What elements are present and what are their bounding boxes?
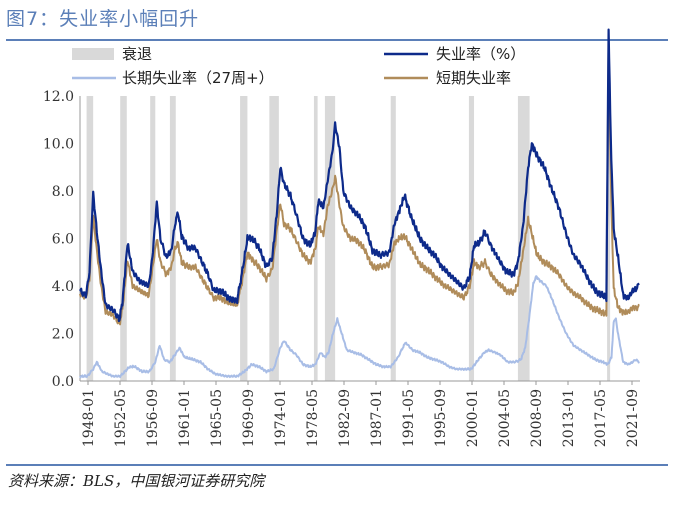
source-note: 资料来源：BLS，中国银河证券研究院 [8,472,265,490]
recession-band-0 [86,96,94,381]
legend-swatch-recession [72,48,114,60]
figure-title: 图7：失业率小幅回升 [6,8,200,30]
x-tick-label: 1974-01 [273,389,289,447]
y-tick-label: 2.0 [52,327,74,343]
x-tick-label: 2021-09 [625,389,641,447]
series-lines [79,28,640,379]
x-tick-label: 1948-01 [81,389,97,447]
x-tick-label: 1956-09 [145,389,161,447]
x-tick-label: 2004-05 [497,389,513,447]
recession-band-10 [517,96,530,381]
legend: 衰退 失业率（%） 长期失业率（27周+） 短期失业率 [72,45,525,87]
y-tick-label: 0.0 [52,374,74,390]
legend-label-long-term: 长期失业率（27周+） [122,69,274,87]
x-tick-label: 1969-09 [241,389,257,447]
x-tick-label: 2013-01 [561,389,577,447]
x-tick-label: 1978-05 [305,389,321,447]
y-tick-label: 6.0 [52,232,74,248]
x-tick-label: 2017-05 [593,389,609,447]
recession-band-11 [607,96,611,381]
recession-band-1 [120,96,127,381]
axes: 0.0 2.0 4.0 6.0 8.0 10.0 12.0 1948-01 1952-05 195… [43,89,641,447]
series-line-short-term [79,36,640,326]
x-tick-label: 1991-05 [401,389,417,447]
x-tick-label: 2008-09 [529,389,545,447]
recession-band-9 [468,96,475,381]
recession-band-8 [390,96,396,381]
x-tick-label: 1961-01 [177,389,193,447]
x-tick-label: 1982-09 [337,389,353,447]
x-tick-label: 2000-01 [465,389,481,447]
y-tick-label: 8.0 [52,184,74,200]
legend-label-unemployment: 失业率（%） [436,45,525,63]
legend-label-short-term: 短期失业率 [436,69,511,87]
y-tick-label: 4.0 [52,279,74,295]
recession-band-4 [240,96,248,381]
source-rule [6,464,668,466]
x-tick-label: 1987-01 [369,389,385,447]
legend-label-recession: 衰退 [122,45,152,63]
recession-band-7 [324,96,336,381]
y-tick-label: 10.0 [43,137,74,153]
x-tick-label: 1965-05 [209,389,225,447]
x-tick-label: 1995-09 [433,389,449,447]
series-line-long-term [79,275,640,379]
series-line-unemployment [79,28,640,323]
x-tick-label: 1952-05 [113,389,129,447]
title-rule [6,39,668,41]
y-tick-label: 12.0 [43,89,74,105]
